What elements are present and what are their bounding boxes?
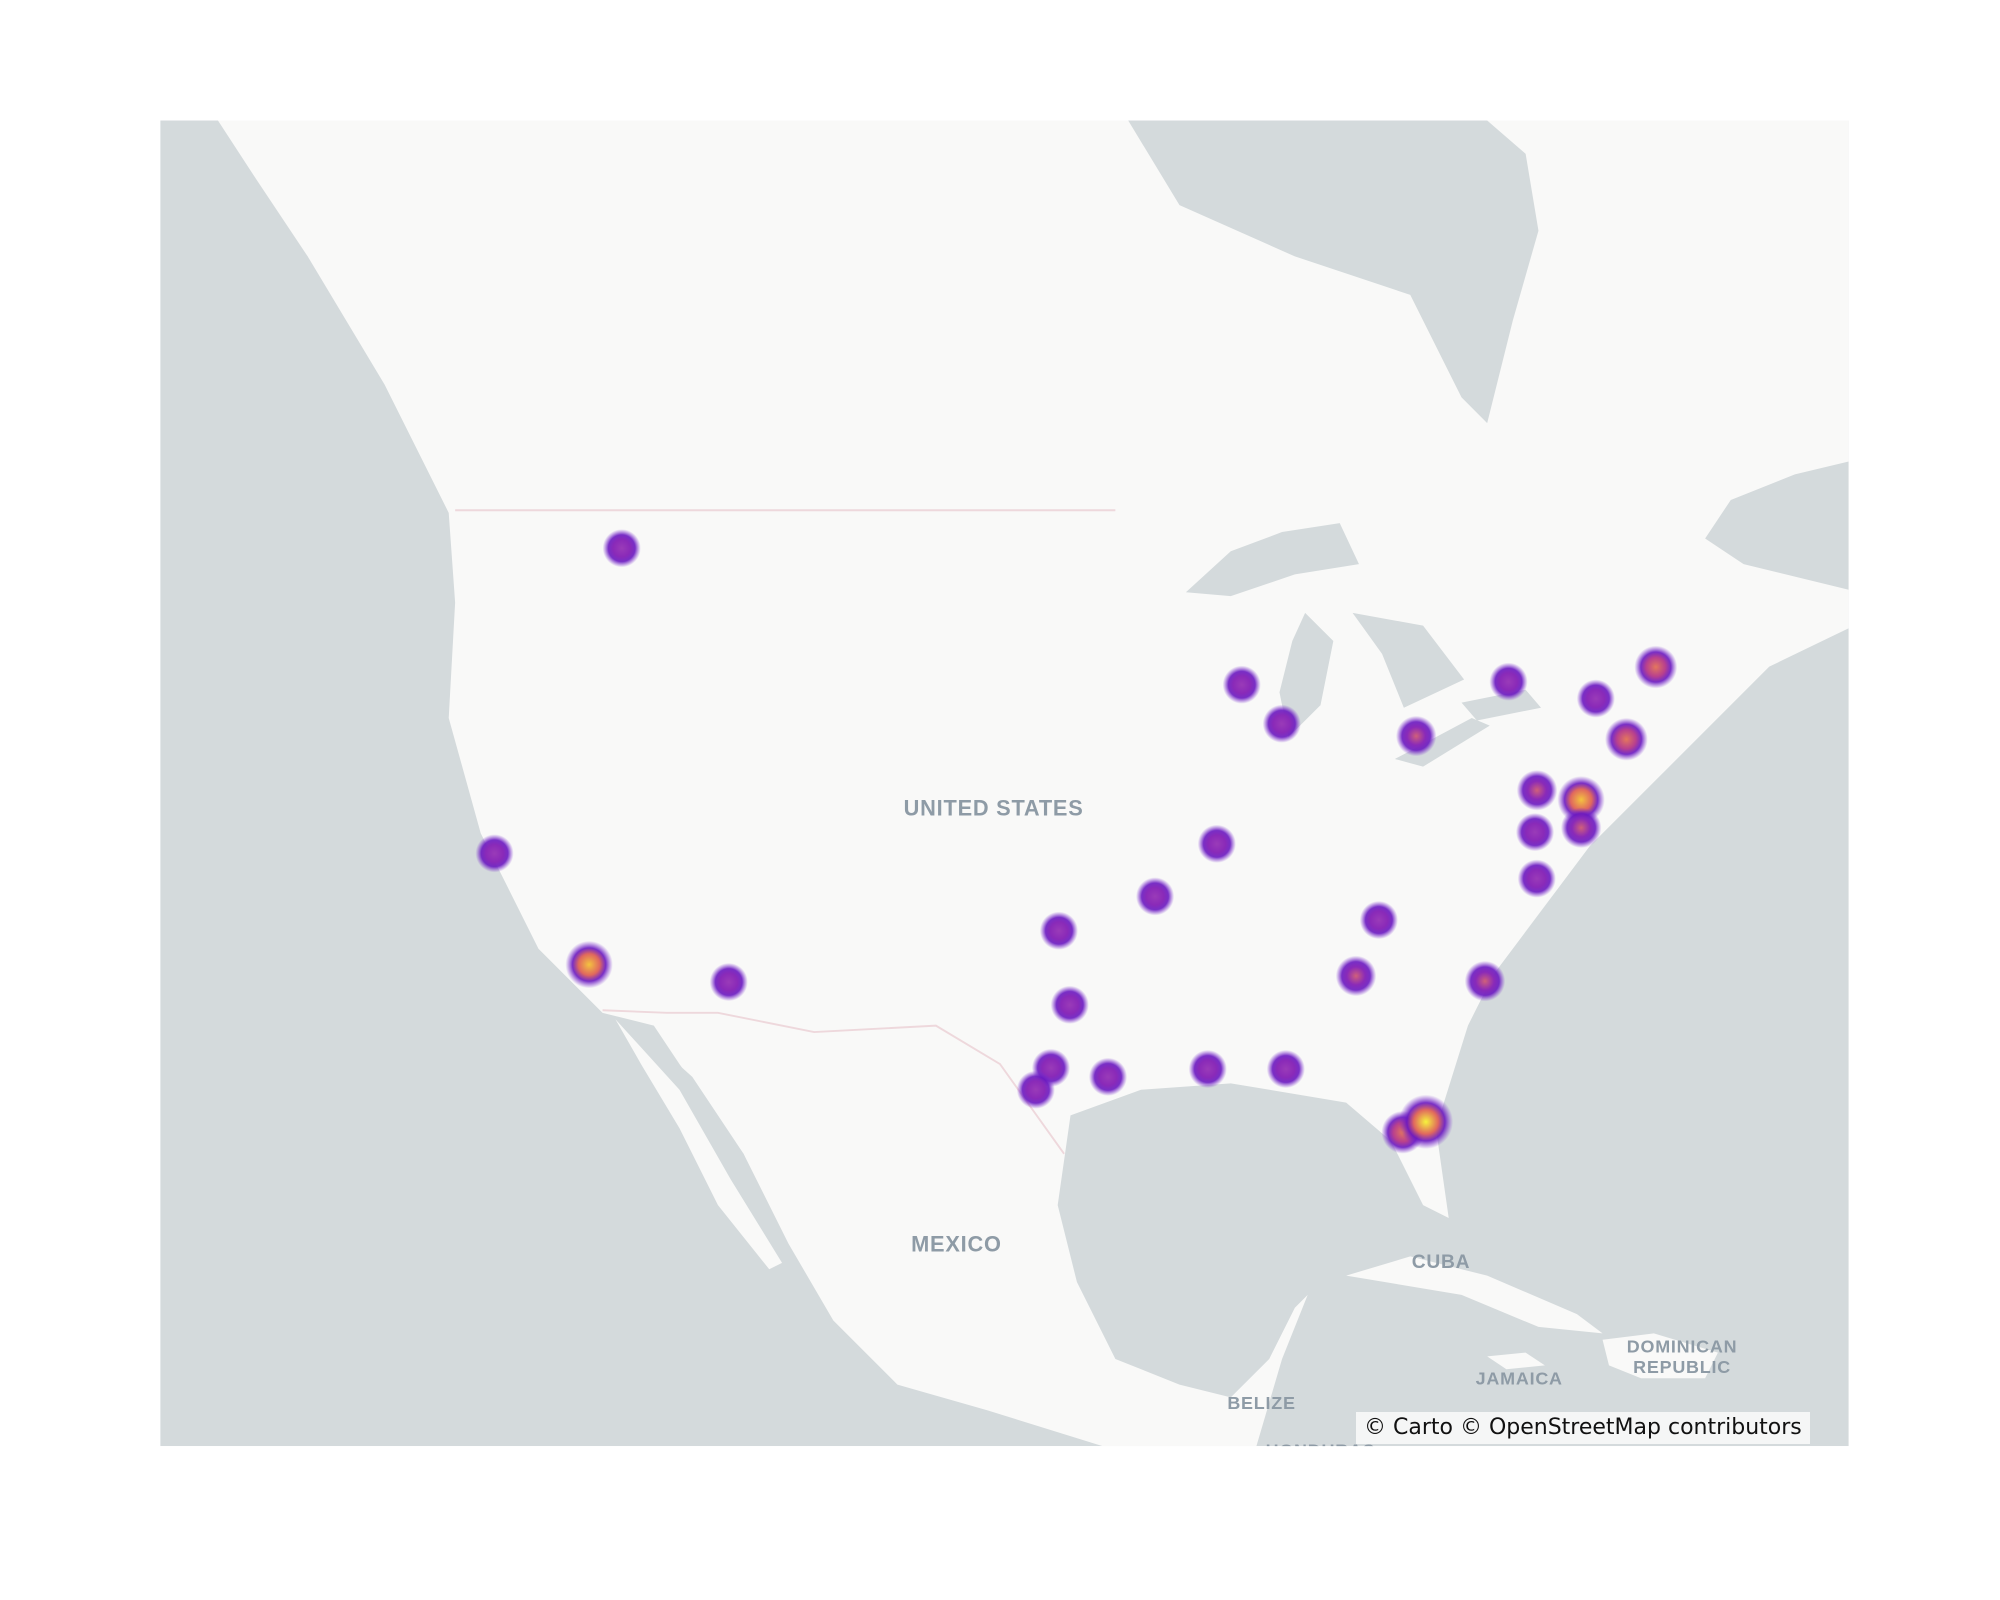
heat-point <box>1039 911 1078 950</box>
us-mexico-border <box>602 1009 1065 1155</box>
label-honduras: HONDURAS <box>1266 1440 1376 1460</box>
heat-point <box>1359 900 1398 940</box>
label-republic: REPUBLIC <box>1633 1357 1731 1377</box>
heat-point <box>602 529 641 568</box>
land-cuba <box>1346 1256 1603 1334</box>
land-hispaniola <box>1602 1333 1718 1379</box>
heat-point <box>475 834 514 873</box>
heat-point <box>1335 955 1377 997</box>
heat-point <box>1605 717 1648 761</box>
heat-point <box>1222 665 1261 704</box>
great-lake-huron <box>1352 612 1465 708</box>
heat-point <box>1395 715 1437 757</box>
heat-layer <box>475 529 1678 1154</box>
heat-point <box>1517 859 1556 898</box>
heat-point <box>1398 1094 1454 1150</box>
heat-point <box>1464 960 1506 1002</box>
baja-peninsula <box>615 1019 783 1270</box>
heat-point <box>565 940 613 989</box>
heat-point <box>1197 824 1236 863</box>
great-lake-ontario <box>1461 689 1542 721</box>
heat-point <box>1489 662 1528 701</box>
heat-point <box>1135 877 1175 916</box>
label-mexico: MEXICO <box>911 1231 1002 1256</box>
heat-point <box>1560 807 1602 849</box>
heat-point <box>1050 985 1089 1024</box>
heat-point <box>1016 1070 1055 1109</box>
label-united-states: UNITED STATES <box>904 795 1084 820</box>
heat-point <box>709 962 748 1002</box>
land-jamaica <box>1487 1352 1545 1370</box>
label-jamaica: JAMAICA <box>1476 1369 1563 1389</box>
heat-point <box>1515 813 1555 852</box>
great-lake-superior <box>1185 523 1359 597</box>
label-belize: BELIZE <box>1227 1393 1295 1413</box>
heat-point <box>1188 1049 1227 1089</box>
heat-point <box>1088 1057 1128 1096</box>
label-dominican: DOMINICAN <box>1627 1337 1738 1357</box>
heat-point <box>1516 770 1558 811</box>
basemap: UNITED STATES MEXICO CUBA JAMAICA DOMINI… <box>160 120 1849 1460</box>
great-lake-michigan <box>1279 612 1334 738</box>
heat-point <box>1266 1049 1305 1089</box>
land-north-america <box>217 120 1849 1447</box>
heat-point <box>1576 679 1615 718</box>
heat-point <box>1262 704 1301 743</box>
map-attribution: © Carto © OpenStreetMap contributors <box>1356 1412 1810 1444</box>
heat-point <box>1634 645 1678 689</box>
label-cuba: CUBA <box>1412 1252 1471 1273</box>
